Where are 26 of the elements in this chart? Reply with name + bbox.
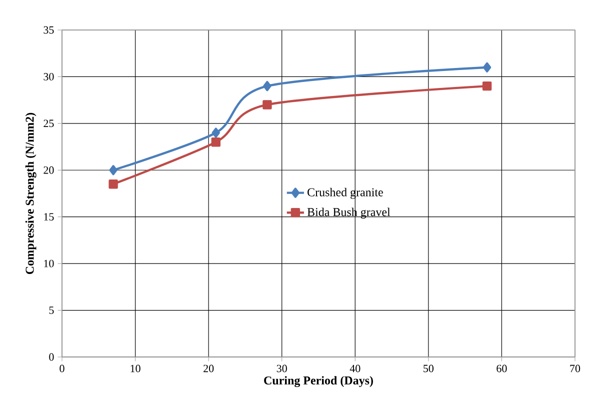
y-tick-label: 0 xyxy=(49,353,54,361)
y-tick-label: 5 xyxy=(49,306,54,314)
point xyxy=(212,128,220,138)
y-tick-label: 30 xyxy=(44,73,54,80)
x-tick-label: 60 xyxy=(496,364,507,372)
point xyxy=(211,138,221,147)
x-tick-label: 10 xyxy=(130,364,140,372)
x-tick-label: 20 xyxy=(204,364,214,372)
x-tick-label: 0 xyxy=(60,364,64,372)
x-tick-label: 70 xyxy=(570,364,580,372)
point xyxy=(482,62,492,72)
point xyxy=(109,165,118,176)
point xyxy=(482,81,492,91)
point xyxy=(263,80,272,92)
point xyxy=(262,100,272,110)
y-axis-title: Compressive Strength (N/mm2) xyxy=(25,112,36,274)
x-tick-label: 50 xyxy=(424,364,434,372)
point xyxy=(108,180,118,189)
x-axis-title: Curing Period (Days) xyxy=(264,376,373,388)
y-tick-label: 15 xyxy=(44,213,54,221)
y-tick-label: 20 xyxy=(44,166,54,174)
y-tick-label: 35 xyxy=(44,26,54,34)
x-tick-label: 30 xyxy=(276,364,287,372)
x-tick-label: 40 xyxy=(350,364,360,372)
y-tick-label: 10 xyxy=(44,260,54,268)
y-tick-label: 25 xyxy=(44,120,54,128)
